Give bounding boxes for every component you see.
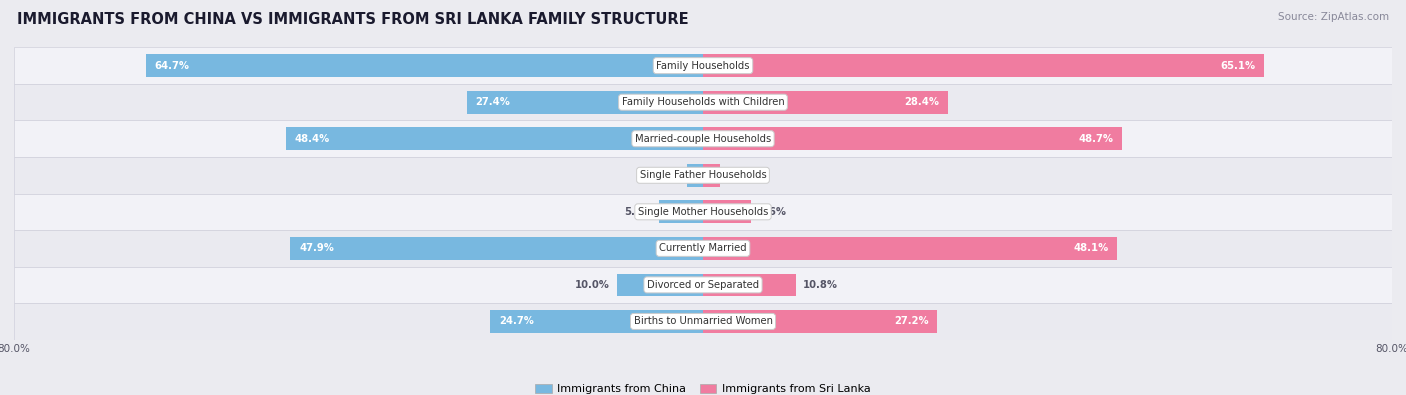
Bar [14,267,1392,303]
Text: 27.2%: 27.2% [894,316,928,326]
Text: Family Households with Children: Family Households with Children [621,97,785,107]
Bar [703,310,938,333]
Text: IMMIGRANTS FROM CHINA VS IMMIGRANTS FROM SRI LANKA FAMILY STRUCTURE: IMMIGRANTS FROM CHINA VS IMMIGRANTS FROM… [17,12,689,27]
Bar [287,128,703,150]
Text: 47.9%: 47.9% [299,243,335,253]
Bar [659,201,703,223]
Bar [703,164,720,186]
Text: 24.7%: 24.7% [499,316,534,326]
Text: Source: ZipAtlas.com: Source: ZipAtlas.com [1278,12,1389,22]
Text: 10.8%: 10.8% [803,280,838,290]
Text: 2.0%: 2.0% [727,170,755,180]
Bar [703,201,751,223]
Text: 5.6%: 5.6% [758,207,786,217]
Bar [291,237,703,260]
Text: Married-couple Households: Married-couple Households [636,134,770,144]
Text: 48.1%: 48.1% [1073,243,1108,253]
Text: Currently Married: Currently Married [659,243,747,253]
Text: 28.4%: 28.4% [904,97,939,107]
Text: 10.0%: 10.0% [575,280,610,290]
Text: Family Households: Family Households [657,61,749,71]
Bar [703,91,948,113]
Text: 65.1%: 65.1% [1220,61,1256,71]
Bar [703,237,1118,260]
Bar [14,84,1392,120]
Text: 1.8%: 1.8% [652,170,681,180]
Bar [703,128,1122,150]
Bar [14,120,1392,157]
Bar [14,47,1392,84]
Bar [703,274,796,296]
Legend: Immigrants from China, Immigrants from Sri Lanka: Immigrants from China, Immigrants from S… [531,379,875,395]
Text: Single Father Households: Single Father Households [640,170,766,180]
Bar [703,55,1264,77]
Bar [467,91,703,113]
Bar [146,55,703,77]
Text: 64.7%: 64.7% [155,61,190,71]
Text: 48.7%: 48.7% [1078,134,1114,144]
Bar [14,303,1392,340]
Text: Single Mother Households: Single Mother Households [638,207,768,217]
Text: 27.4%: 27.4% [475,97,510,107]
Bar [14,157,1392,194]
Text: 5.1%: 5.1% [624,207,652,217]
Text: Divorced or Separated: Divorced or Separated [647,280,759,290]
Bar [491,310,703,333]
Bar [688,164,703,186]
Bar [14,194,1392,230]
Text: Births to Unmarried Women: Births to Unmarried Women [634,316,772,326]
Text: 48.4%: 48.4% [295,134,330,144]
Bar [14,230,1392,267]
Bar [617,274,703,296]
